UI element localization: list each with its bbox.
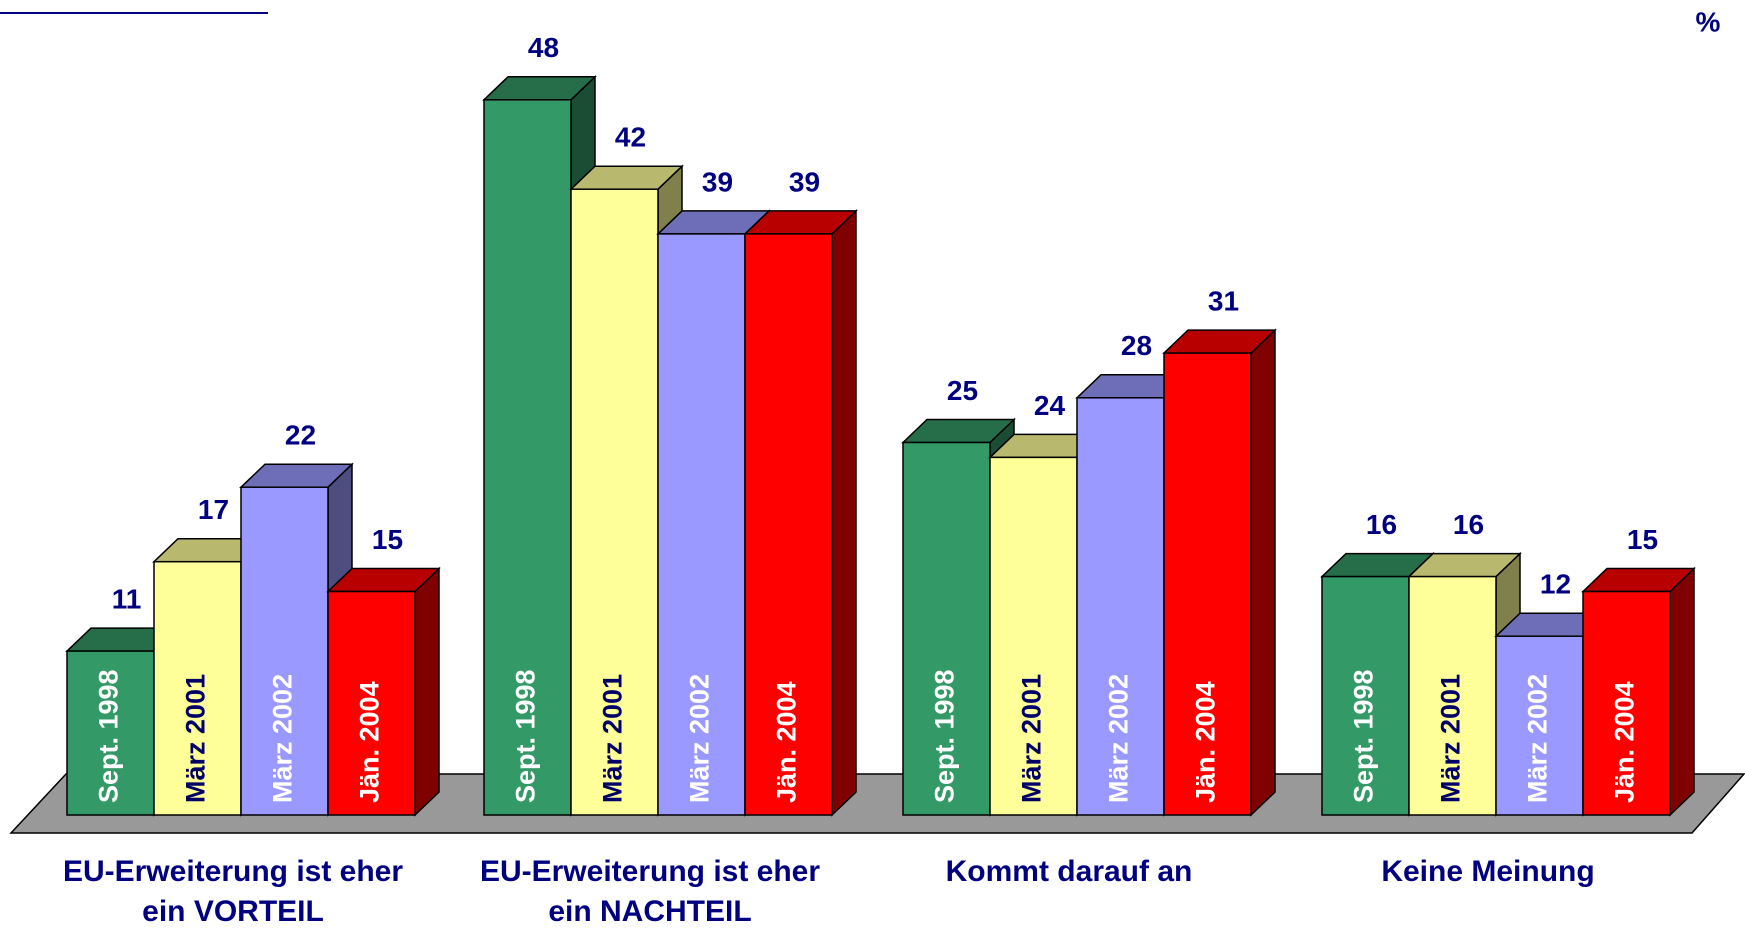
value-label: 17: [198, 494, 229, 525]
category-label: Keine Meinung: [1381, 855, 1595, 888]
value-label: 39: [789, 166, 820, 197]
value-label: 11: [112, 583, 142, 614]
bar: [1163, 352, 1252, 816]
bar: [1582, 590, 1671, 816]
series-label: Jän. 2004: [772, 681, 802, 803]
series-label: März 2002: [685, 674, 715, 803]
bar: [902, 441, 991, 816]
category-label: EU-Erweiterung ist eher ein NACHTEIL: [479, 855, 821, 928]
bar: [570, 188, 659, 816]
series-label: März 2001: [598, 674, 628, 803]
series-label: Sept. 1998: [930, 669, 960, 803]
series-label: März 2002: [1523, 674, 1553, 803]
value-label: 42: [615, 122, 646, 153]
bar: [327, 590, 416, 816]
bar-side: [414, 566, 440, 817]
bar: [1076, 397, 1165, 816]
floor: [9, 773, 1745, 834]
value-label: 16: [1366, 509, 1397, 540]
series-label: Jän. 2004: [355, 681, 385, 803]
bar-side: [1669, 566, 1695, 817]
bar: [657, 233, 746, 816]
bar: [1321, 575, 1410, 816]
series-label: Sept. 1998: [511, 669, 541, 803]
unit-label: %: [1696, 6, 1721, 37]
series-label: März 2002: [268, 674, 298, 803]
series-label: März 2001: [1436, 674, 1466, 803]
series-label: März 2001: [1017, 674, 1047, 803]
value-label: 12: [1540, 569, 1571, 600]
bar: [153, 560, 242, 816]
bar: [1408, 575, 1497, 816]
series-label: Sept. 1998: [1349, 669, 1379, 803]
value-label: 31: [1208, 285, 1239, 316]
series-label: Jän. 2004: [1610, 681, 1640, 803]
value-label: 15: [1627, 524, 1658, 555]
series-label: Sept. 1998: [94, 669, 124, 803]
value-label: 15: [372, 524, 403, 555]
bar: [1495, 635, 1584, 816]
bar-side: [1250, 328, 1276, 817]
bar-side: [831, 209, 857, 817]
series-label: März 2002: [1104, 674, 1134, 803]
value-label: 22: [285, 420, 316, 451]
value-label: 16: [1453, 509, 1484, 540]
bar: [744, 233, 833, 816]
series-label: Jän. 2004: [1191, 681, 1221, 803]
category-label: EU-Erweiterung ist eher ein VORTEIL: [62, 855, 404, 928]
value-label: 48: [528, 32, 559, 63]
value-label: 28: [1121, 330, 1152, 361]
category-label: Kommt darauf an: [945, 855, 1193, 888]
series-label: März 2001: [181, 674, 211, 803]
bar: [989, 456, 1078, 816]
bar: [483, 99, 572, 816]
value-label: 39: [702, 166, 733, 197]
value-label: 24: [1034, 390, 1066, 421]
value-label: 25: [947, 375, 978, 406]
bar: [240, 486, 329, 816]
